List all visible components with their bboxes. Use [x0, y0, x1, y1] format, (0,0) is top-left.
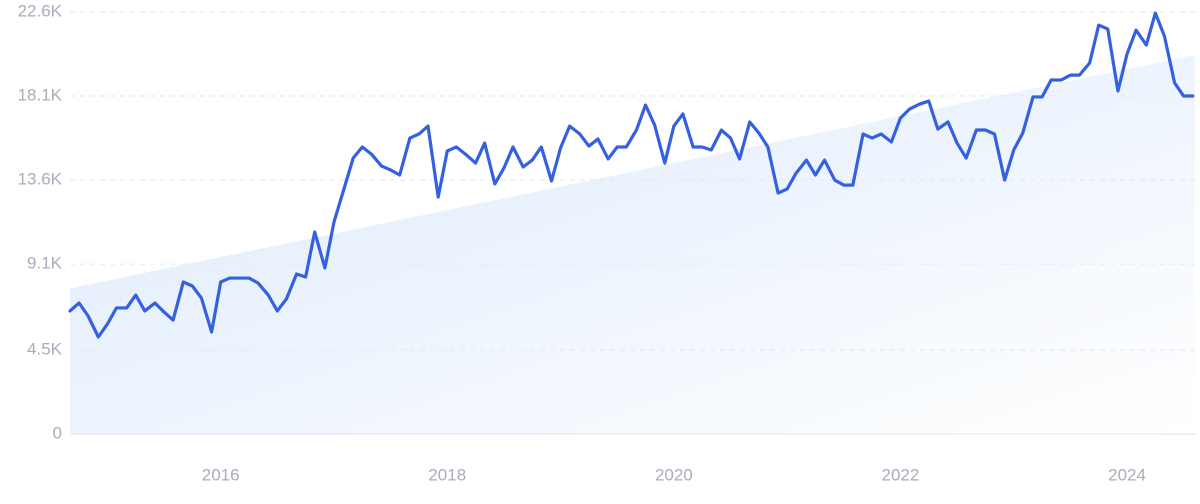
x-tick-label: 2016: [202, 465, 240, 484]
y-tick-label: 0: [53, 423, 62, 442]
x-tick-label: 2022: [882, 465, 920, 484]
y-tick-label: 18.1K: [18, 86, 63, 105]
trend-area: [70, 54, 1195, 435]
x-tick-label: 2018: [428, 465, 466, 484]
y-tick-label: 4.5K: [27, 339, 63, 358]
x-tick-label: 2024: [1108, 465, 1146, 484]
y-tick-label: 22.6K: [18, 1, 63, 20]
x-tick-label: 2020: [655, 465, 693, 484]
y-tick-label: 9.1K: [27, 254, 63, 273]
data-line: [68, 11, 1195, 339]
y-tick-label: 13.6K: [18, 170, 63, 189]
